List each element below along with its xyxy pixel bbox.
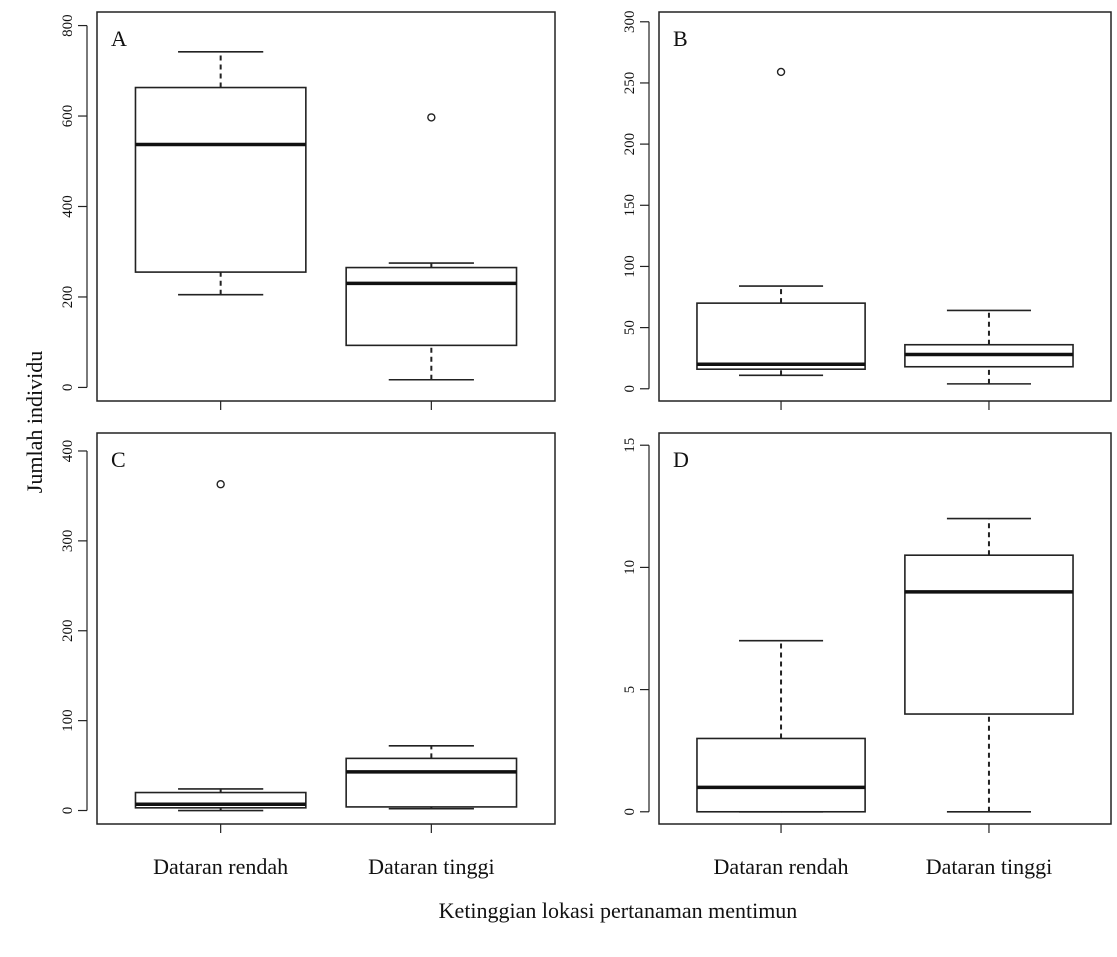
outlier-point (427, 113, 436, 122)
panel-b: B 0 50 100 150 200 250 300 (622, 11, 1112, 410)
x-tick-label: Dataran rendah (714, 854, 849, 879)
y-tick-label: 50 (622, 320, 638, 335)
iqr-box (696, 737, 866, 813)
box-dataran-rendah (134, 51, 307, 296)
outlier-point (776, 67, 786, 77)
x-tick-label: Dataran tinggi (926, 854, 1052, 879)
y-tick-label: 0 (622, 808, 638, 816)
y-tick-label: 150 (622, 194, 638, 217)
y-tick-label: 15 (622, 438, 638, 453)
plot-frame (658, 11, 1112, 402)
box-dataran-tinggi (904, 517, 1074, 813)
y-tick-label: 800 (60, 14, 76, 37)
y-tick-label: 0 (622, 385, 638, 393)
x-axis-title: Ketinggian lokasi pertanaman mentimun (439, 898, 798, 923)
y-tick-label: 400 (60, 195, 76, 218)
iqr-box (696, 302, 866, 370)
box-dataran-rendah (134, 480, 307, 812)
y-tick-label: 10 (622, 560, 638, 575)
y-tick-label: 200 (60, 286, 76, 309)
panels-group: A0200400600800B050100150200250300C010020… (60, 11, 1112, 879)
outlier-point (216, 480, 225, 489)
panel-label: C (111, 447, 126, 472)
y-tick-label: 300 (622, 11, 638, 34)
panel-a: A 0 200 400 600 800 (60, 11, 556, 410)
plot-frame (96, 11, 556, 402)
iqr-box (345, 757, 518, 808)
y-tick-label: 400 (60, 440, 76, 463)
y-tick-label: 200 (622, 133, 638, 156)
iqr-box (345, 266, 518, 347)
y-axis-title: Jumlah individu (22, 351, 47, 493)
plot-frame (658, 432, 1112, 825)
panel-label: D (673, 447, 689, 472)
panel-d: D 0 5 10 15 Dataran rendah Dataran tinggi (622, 432, 1112, 879)
box-dataran-rendah (696, 67, 866, 377)
y-tick-label: 0 (60, 807, 76, 815)
y-tick-label: 200 (60, 619, 76, 642)
panel-c: C 0 100 200 300 400 Dataran rendah Dataran ting… (60, 432, 556, 879)
y-tick-label: 0 (60, 384, 76, 392)
box-dataran-tinggi (345, 113, 518, 381)
y-tick-label: 5 (622, 686, 638, 694)
plot-frame (96, 432, 556, 825)
box-dataran-tinggi (904, 309, 1074, 385)
box-dataran-rendah (696, 639, 866, 813)
x-tick-label: Dataran tinggi (368, 854, 494, 879)
y-tick-label: 100 (622, 255, 638, 278)
y-tick-label: 250 (622, 72, 638, 95)
y-tick-label: 300 (60, 530, 76, 553)
panel-label: B (673, 26, 688, 51)
x-tick-label: Dataran rendah (153, 854, 288, 879)
y-tick-label: 100 (60, 709, 76, 732)
panel-label: A (111, 26, 127, 51)
y-tick-label: 600 (60, 105, 76, 128)
iqr-box (134, 86, 307, 273)
box-dataran-tinggi (345, 744, 518, 810)
iqr-box (904, 554, 1074, 715)
